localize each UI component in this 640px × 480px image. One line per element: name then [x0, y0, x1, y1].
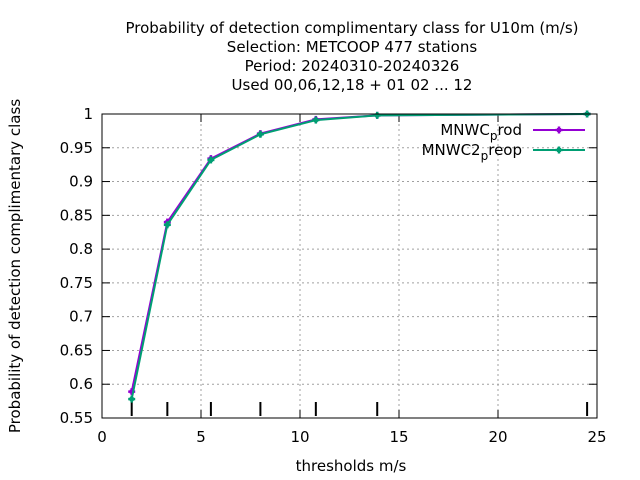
y-tick-label: 0.95 [60, 139, 93, 157]
legend-swatch-marker [555, 146, 563, 154]
marker-core [129, 389, 134, 394]
marker-core [557, 128, 561, 132]
marker-core [129, 397, 134, 402]
x-tick-label: 0 [97, 428, 107, 446]
title-line-2: Selection: METCOOP 477 stations [227, 38, 478, 56]
x-tick-label: 20 [488, 428, 507, 446]
grid-lines [102, 114, 597, 418]
data-point [312, 116, 320, 124]
y-tick-label: 0.9 [69, 173, 93, 191]
title-line-3: Period: 20240310-20240326 [245, 57, 460, 75]
marker-core [375, 113, 380, 118]
x-tick-label: 25 [587, 428, 606, 446]
marker-core [208, 157, 213, 162]
x-tick-label: 15 [389, 428, 408, 446]
y-tick-label: 0.7 [69, 308, 93, 326]
y-tick-label: 0.6 [69, 375, 93, 393]
marker-core [258, 132, 263, 137]
y-tick-label: 0.65 [60, 341, 93, 359]
y-tick-label: 0.75 [60, 274, 93, 292]
x-tick-label: 5 [196, 428, 206, 446]
title-line-4: Used 00,06,12,18 + 01 02 ... 12 [232, 76, 473, 94]
marker-core [557, 148, 561, 152]
data-point [207, 156, 215, 164]
threshold-markers [130, 402, 589, 416]
legend-label: MNWC2preop [422, 141, 522, 163]
plot-frame [101, 113, 598, 419]
marker-core [165, 222, 170, 227]
x-tick-label: 10 [290, 428, 309, 446]
y-tick-label: 0.8 [69, 240, 93, 258]
legend-label: MNWCprod [440, 121, 522, 143]
y-tick-label: 0.55 [60, 409, 93, 427]
y-axis-label: Probability of detection complimentary c… [6, 99, 24, 433]
marker-core [313, 118, 318, 123]
legend-swatch-marker [555, 126, 563, 134]
y-tick-label: 0.85 [60, 206, 93, 224]
y-tick-label: 1 [83, 105, 93, 123]
data-point [128, 395, 136, 403]
data-point [163, 221, 171, 229]
chart-title: Probability of detection complimentary c… [125, 19, 578, 94]
data-point [256, 130, 264, 138]
title-line-1: Probability of detection complimentary c… [125, 19, 578, 37]
data-point [373, 111, 381, 119]
x-axis-label: thresholds m/s [296, 457, 407, 475]
